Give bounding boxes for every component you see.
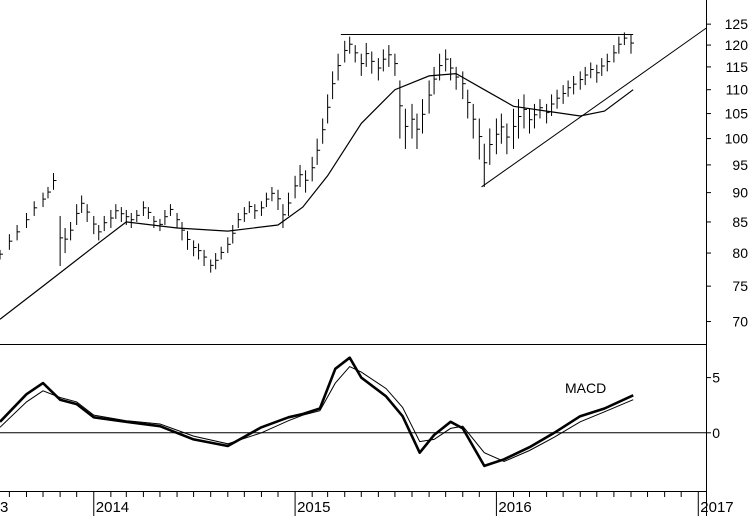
price-y-tick-label: 95 [732, 157, 748, 173]
price-y-tick-label: 85 [732, 214, 748, 230]
price-panel: 70 75 80 85 90 95 100 105 110 115 120 125 [0, 16, 749, 330]
price-y-tick-label: 125 [725, 16, 749, 32]
price-y-axis: 70 75 80 85 90 95 100 105 110 115 120 125 [706, 16, 749, 330]
macd-y-tick-label: 5 [712, 370, 720, 386]
moving-average-line [0, 72, 634, 320]
price-y-tick-label: 100 [725, 131, 749, 147]
macd-signal-line [0, 365, 634, 463]
x-axis: 3 2014 2015 2016 2017 [0, 491, 734, 516]
price-y-tick-label: 80 [732, 245, 748, 261]
x-year-label: 2017 [700, 499, 733, 516]
x-minor-ticks [8, 491, 682, 497]
price-y-tick-label: 110 [726, 82, 749, 98]
x-year-label: 3 [0, 499, 8, 516]
price-y-tick-label: 70 [732, 314, 748, 330]
x-major-ticks: 3 2014 2015 2016 2017 [0, 491, 734, 516]
price-y-tick-label: 115 [726, 59, 749, 75]
macd-panel: MACD 05 [0, 356, 720, 468]
price-y-tick-label: 120 [725, 37, 749, 53]
price-y-tick-label: 75 [732, 278, 748, 294]
price-y-tick-label: 105 [725, 106, 749, 122]
macd-label: MACD [565, 380, 606, 396]
price-bars [0, 32, 634, 273]
x-year-label: 2014 [96, 499, 129, 516]
x-year-label: 2015 [297, 499, 330, 516]
price-y-tick-label: 90 [732, 185, 748, 201]
macd-line [0, 356, 634, 468]
x-year-label: 2016 [498, 499, 531, 516]
support-trendline [481, 27, 707, 188]
macd-y-axis: 05 [706, 370, 720, 441]
macd-y-tick-label: 0 [712, 425, 720, 441]
